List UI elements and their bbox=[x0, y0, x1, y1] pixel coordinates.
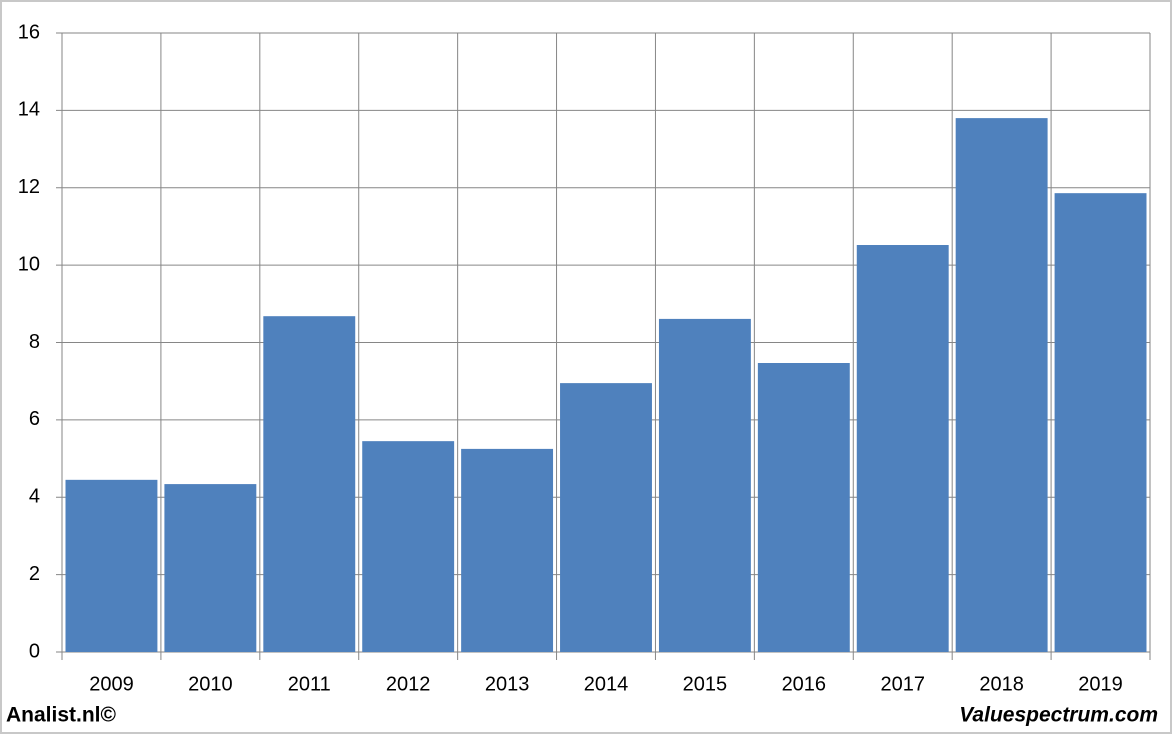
x-tick-label: 2019 bbox=[1078, 673, 1123, 695]
x-tick-label: 2011 bbox=[288, 673, 331, 695]
bar bbox=[461, 448, 554, 652]
y-tick-label: 2 bbox=[29, 563, 40, 585]
y-tick-label: 8 bbox=[29, 331, 40, 353]
bar bbox=[164, 484, 257, 652]
x-tick-label: 2013 bbox=[485, 673, 530, 695]
y-tick-label: 10 bbox=[18, 253, 40, 275]
footer-right: Valuespectrum.com bbox=[959, 704, 1158, 727]
bar bbox=[65, 479, 158, 652]
bar bbox=[658, 318, 751, 652]
y-tick-label: 14 bbox=[18, 99, 40, 121]
bar bbox=[955, 118, 1048, 653]
bar bbox=[856, 245, 949, 652]
x-tick-label: 2014 bbox=[584, 673, 629, 695]
x-tick-label: 2017 bbox=[880, 673, 925, 695]
bar bbox=[1054, 193, 1147, 652]
bar bbox=[560, 383, 652, 652]
x-tick-label: 2018 bbox=[979, 673, 1024, 695]
bar bbox=[263, 316, 356, 652]
footer-left: Analist.nl© bbox=[6, 704, 117, 727]
bar bbox=[757, 363, 850, 652]
y-tick-label: 4 bbox=[29, 486, 40, 508]
y-tick-label: 0 bbox=[29, 640, 40, 662]
x-tick-label: 2009 bbox=[89, 673, 134, 695]
y-tick-label: 16 bbox=[18, 21, 40, 43]
y-tick-label: 12 bbox=[18, 176, 40, 198]
y-tick-label: 6 bbox=[29, 408, 40, 430]
x-tick-label: 2010 bbox=[188, 673, 233, 695]
x-tick-label: 2016 bbox=[782, 673, 827, 695]
bar bbox=[362, 441, 455, 652]
x-tick-label: 2015 bbox=[683, 673, 728, 695]
x-tick-label: 2012 bbox=[386, 673, 431, 695]
